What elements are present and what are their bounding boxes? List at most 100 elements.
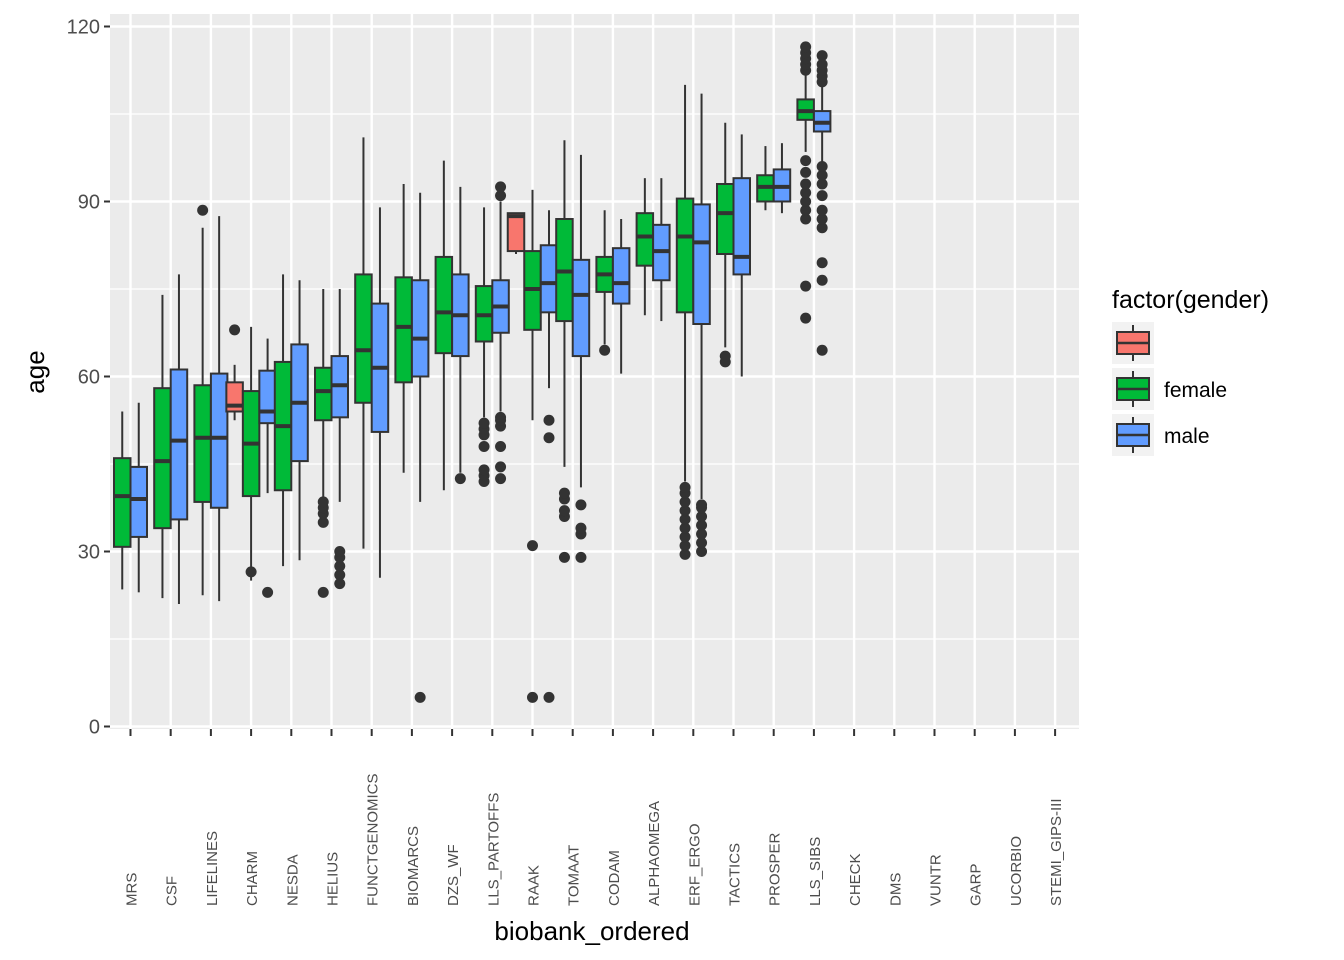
outlier-point bbox=[229, 324, 241, 336]
box-iqr bbox=[129, 465, 148, 538]
outlier-point bbox=[696, 499, 708, 511]
box-female bbox=[394, 184, 413, 473]
x-tick-label: CODAM bbox=[606, 850, 623, 906]
outlier-point bbox=[575, 551, 587, 563]
outlier-point bbox=[334, 578, 346, 590]
outlier-point bbox=[800, 204, 812, 216]
box-iqr bbox=[113, 457, 132, 548]
outlier-point bbox=[679, 513, 691, 525]
box-iqr bbox=[571, 258, 591, 358]
outlier-point bbox=[800, 41, 812, 53]
box-male bbox=[611, 219, 631, 374]
box-male bbox=[652, 178, 671, 322]
box-iqr bbox=[153, 387, 172, 530]
legend-item: male bbox=[1112, 414, 1210, 456]
box-iqr bbox=[354, 273, 373, 404]
box-iqr bbox=[692, 203, 711, 326]
box-female bbox=[273, 274, 293, 567]
x-tick-label: UCORBIO bbox=[1008, 836, 1025, 906]
outlier-point bbox=[816, 58, 828, 70]
x-tick-label: HELIUS bbox=[325, 852, 342, 906]
outlier-point bbox=[816, 161, 828, 172]
outlier-point bbox=[334, 546, 346, 557]
outlier-point bbox=[317, 496, 329, 508]
x-axis: MRS CSF LIFELINES CHARM NESDA HELIUS FUNCTGENO… bbox=[124, 729, 1065, 907]
y-tick-label: 60 bbox=[78, 367, 100, 389]
outlier-point bbox=[543, 691, 555, 703]
box-male bbox=[209, 216, 229, 602]
outlier-point bbox=[575, 522, 587, 534]
outlier-point bbox=[800, 155, 812, 167]
legend-item: female bbox=[1112, 368, 1227, 410]
box-iqr bbox=[732, 177, 751, 276]
outlier-point bbox=[816, 204, 828, 216]
x-tick-label: LIFELINES bbox=[204, 831, 221, 906]
outlier-point bbox=[816, 50, 828, 62]
outlier-point bbox=[800, 196, 812, 207]
outlier-point bbox=[495, 441, 507, 452]
legend-item bbox=[1112, 322, 1154, 364]
outlier-point bbox=[816, 274, 828, 286]
x-tick-label: RAAK bbox=[526, 865, 543, 906]
outlier-point bbox=[495, 190, 507, 202]
outlier-point bbox=[334, 569, 346, 581]
box-female bbox=[314, 289, 333, 598]
x-tick-label: DZS_WF bbox=[445, 844, 462, 906]
box-iqr bbox=[434, 255, 454, 355]
x-tick-label: TOMAAT bbox=[566, 845, 583, 906]
outlier-point bbox=[495, 411, 507, 423]
x-tick-label: CHECK bbox=[847, 853, 864, 906]
box-male bbox=[491, 181, 510, 485]
box-iqr bbox=[675, 197, 695, 314]
outlier-point bbox=[800, 178, 812, 190]
box-female bbox=[113, 411, 132, 590]
minor-grid bbox=[110, 113, 1079, 640]
outlier-point bbox=[679, 522, 691, 534]
box-female bbox=[434, 160, 454, 491]
x-tick-label: PROSPER bbox=[767, 832, 784, 906]
x-tick-label: FUNCTGENOMICS bbox=[365, 774, 382, 907]
box-iqr bbox=[611, 247, 631, 305]
x-tick-label: NESDA bbox=[284, 854, 301, 906]
outlier-point bbox=[558, 487, 570, 499]
outlier-point bbox=[262, 586, 274, 598]
x-tick-label: ALPHAOMEGA bbox=[646, 801, 663, 906]
outlier-point bbox=[317, 516, 329, 528]
box-female bbox=[241, 326, 261, 581]
box-male bbox=[370, 207, 390, 578]
box-iqr bbox=[258, 369, 277, 425]
legend: factor(gender) female male bbox=[1112, 286, 1269, 456]
box-female bbox=[354, 137, 373, 549]
outlier-point bbox=[816, 178, 828, 190]
outlier-point bbox=[527, 691, 538, 703]
outlier-point bbox=[679, 505, 691, 517]
box-iqr bbox=[209, 372, 229, 509]
box-iqr bbox=[539, 244, 559, 314]
outlier-point bbox=[679, 496, 691, 508]
outlier-point bbox=[816, 190, 828, 202]
outlier-point bbox=[245, 566, 257, 578]
box-male bbox=[692, 93, 711, 557]
box-iqr bbox=[716, 183, 735, 255]
x-tick-label: VUNTR bbox=[928, 854, 945, 906]
x-tick-label: DMS bbox=[887, 873, 904, 906]
box-female bbox=[474, 207, 494, 487]
box-female bbox=[523, 189, 542, 703]
y-tick-label: 120 bbox=[67, 17, 100, 39]
box-female bbox=[635, 178, 655, 316]
outlier-point bbox=[800, 312, 812, 324]
outlier-point bbox=[679, 481, 691, 493]
box-iqr bbox=[193, 384, 212, 503]
outlier-point bbox=[478, 417, 490, 429]
x-tick-label: STEMI_GIPS-III bbox=[1048, 798, 1065, 906]
x-tick-label: BIOMARCS bbox=[405, 826, 422, 906]
x-tick-label: CHARM bbox=[244, 851, 261, 906]
x-axis-title: biobank_ordered bbox=[494, 916, 689, 946]
x-tick-label: MRS bbox=[124, 873, 141, 906]
outlier-point bbox=[696, 537, 708, 549]
outlier-point bbox=[696, 511, 708, 522]
y-tick-label: 90 bbox=[78, 192, 100, 214]
outlier-point bbox=[495, 461, 507, 473]
box-female bbox=[675, 84, 695, 560]
x-tick-label: LLS_SIBS bbox=[807, 837, 824, 906]
